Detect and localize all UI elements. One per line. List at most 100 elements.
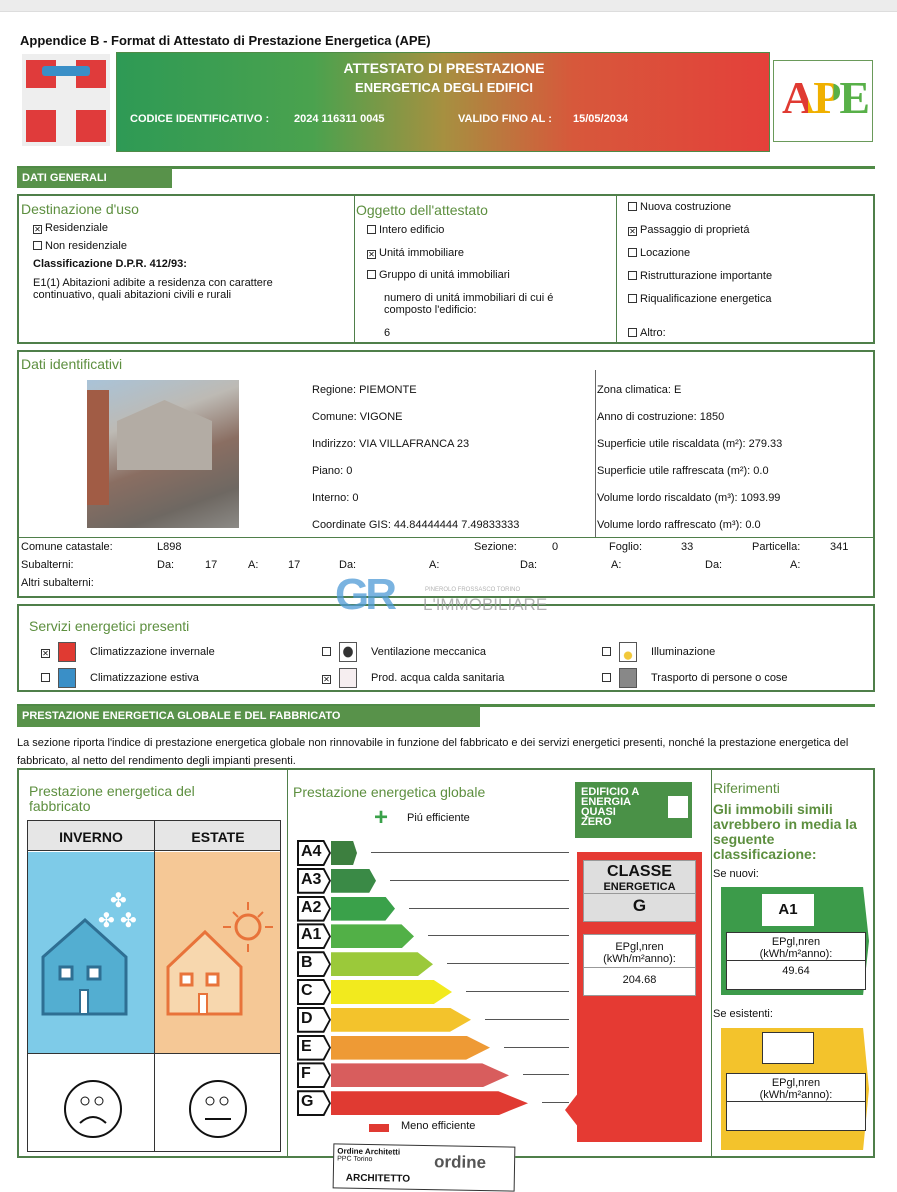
energy-class-line xyxy=(390,879,569,881)
checkbox-unita-immobiliare[interactable]: Unitá immobiliare xyxy=(367,247,464,259)
checkbox-riqualificazione[interactable]: Riqualificazione energetica xyxy=(628,293,771,305)
checkbox-ristrutturazione[interactable]: Ristrutturazione importante xyxy=(628,270,772,282)
checkbox-nuova-costruzione[interactable]: Nuova costruzione xyxy=(628,201,731,213)
energy-class-row-a3: A3 xyxy=(297,867,587,894)
ape-logo: APE xyxy=(773,60,873,142)
numero-unita-value: 6 xyxy=(384,327,391,339)
nzeb-box: EDIFICIO A ENERGIA QUASI ZERO xyxy=(575,782,692,838)
energy-class-label: G xyxy=(299,1092,329,1115)
regione: Regione: PIEMONTE xyxy=(312,384,417,396)
servizio-trasporto: Trasporto di persone o cose xyxy=(602,668,788,688)
servizio-climatizzazione-estiva: Climatizzazione estiva xyxy=(41,668,199,688)
particella-value: 341 xyxy=(830,541,849,553)
energy-class-bar xyxy=(331,1063,509,1088)
checkbox-gruppo-unita[interactable]: Gruppo di unitá immobiliari xyxy=(367,269,510,281)
fabbricato-title: Prestazione energetica del fabbricato xyxy=(29,783,195,814)
sezione-value: 0 xyxy=(552,541,559,553)
energy-class-row-b: B xyxy=(297,951,587,978)
checkbox-locazione[interactable]: Locazione xyxy=(628,247,690,259)
energy-class-row-f: F xyxy=(297,1062,587,1089)
classe-value: G xyxy=(632,896,647,915)
comune-catastale-value: L898 xyxy=(157,541,182,553)
destinazione-title: Destinazione d'uso xyxy=(21,201,139,217)
da-label: Da: xyxy=(705,559,723,571)
classificazione-text: E1(1) Abitazioni adibite a residenza con… xyxy=(33,277,273,301)
divider xyxy=(17,166,875,169)
energy-class-line xyxy=(371,852,569,853)
fabbricato-table: INVERNO ESTATE ✤ ✤ ✤ xyxy=(27,820,281,1152)
energy-class-line xyxy=(447,963,569,965)
classificazione-label: Classificazione D.P.R. 412/93: xyxy=(33,258,187,270)
piemonte-logo xyxy=(22,54,110,146)
piu-efficiente-label: Piú efficiente xyxy=(407,812,470,824)
oggetto-title: Oggetto dell'attestato xyxy=(356,202,488,218)
energy-class-label: F xyxy=(299,1064,329,1087)
energy-class-row-a1: A1 xyxy=(297,923,587,950)
ep-box: EPgl,nren (kWh/m²anno): 204.68 xyxy=(583,934,696,996)
numero-unita-label: numero di unitá immobiliari di cui é com… xyxy=(384,292,554,316)
energy-class-bar xyxy=(331,896,395,921)
radiator-icon xyxy=(58,642,76,662)
energy-class-line xyxy=(542,1102,569,1104)
checkbox-intero-edificio[interactable]: Intero edificio xyxy=(367,224,444,236)
energy-class-label: D xyxy=(299,1008,329,1031)
identificativi-title: Dati identificativi xyxy=(21,356,123,372)
volume-raffrescato: Volume lordo raffrescato (m³): 0.0 xyxy=(597,519,761,531)
esistenti-class xyxy=(762,1032,814,1064)
nuovi-class: A1 xyxy=(762,894,814,926)
plus-icon: + xyxy=(374,804,389,831)
anno-costruzione: Anno di costruzione: 1850 xyxy=(597,411,725,423)
checkbox-non-residenziale[interactable]: Non residenziale xyxy=(33,240,127,252)
energy-class-label: B xyxy=(299,953,329,976)
energy-class-label: A3 xyxy=(299,869,329,892)
energy-class-line xyxy=(428,935,569,937)
lamp-icon xyxy=(619,642,637,662)
energy-class-label: A1 xyxy=(299,925,329,948)
se-nuovi-label: Se nuovi: xyxy=(713,868,759,880)
ape-banner: ATTESTATO DI PRESTAZIONE ENERGETICA DEGL… xyxy=(116,52,770,152)
cold-house-icon: ✤✤ ✤ xyxy=(41,890,137,1016)
checkbox-residenziale[interactable]: Residenziale xyxy=(33,222,108,234)
banner-title: ATTESTATO DI PRESTAZIONE xyxy=(343,60,545,76)
doc-title: Appendice B - Format di Attestato di Pre… xyxy=(20,33,431,48)
servizi-box: Servizi energetici presenti Climatizzazi… xyxy=(17,604,875,692)
scan-top-bar xyxy=(0,0,897,12)
comune: Comune: VIGONE xyxy=(312,411,403,423)
energy-class-line xyxy=(504,1046,569,1048)
elevator-icon xyxy=(619,668,637,688)
altri-subalterni-label: Altri subalterni: xyxy=(21,577,94,589)
a-label: A: xyxy=(429,559,440,571)
meno-efficiente-label: Meno efficiente xyxy=(401,1120,476,1132)
energy-class-label: A4 xyxy=(299,842,329,864)
checkbox-altro[interactable]: Altro: xyxy=(628,327,666,339)
da-label: Da: xyxy=(157,559,175,571)
servizio-acqua-calda: Prod. acqua calda sanitaria xyxy=(322,668,504,688)
da-label: Da: xyxy=(339,559,357,571)
divider xyxy=(17,704,875,707)
energy-class-line xyxy=(485,1018,569,1020)
riferimenti-text: Gli immobili simili avrebbero in media l… xyxy=(713,801,857,862)
energy-class-row-a4: A4 xyxy=(297,840,587,866)
checkbox-passaggio-proprieta[interactable]: Passaggio di proprietá xyxy=(628,224,749,236)
classe-energetica-box: CLASSE ENERGETICA G xyxy=(583,860,696,922)
sub-da-value: 17 xyxy=(205,559,218,571)
energy-class-scale: A4 A3 A2 A1 B C D E F G xyxy=(297,840,587,1120)
esistenti-ep-box: EPgl,nren (kWh/m²anno): xyxy=(726,1073,866,1131)
a-label: A: xyxy=(248,559,259,571)
servizio-ventilazione: Ventilazione meccanica xyxy=(322,642,486,662)
valido-value: 15/05/2034 xyxy=(573,113,629,125)
neutral-face-icon xyxy=(189,1080,247,1138)
energy-class-row-a2: A2 xyxy=(297,895,587,922)
energy-class-row-g: G xyxy=(297,1090,587,1117)
nzeb-checkbox[interactable] xyxy=(668,796,688,818)
hot-water-icon xyxy=(339,668,357,688)
prestazione-intro: La sezione riporta l'indice di prestazio… xyxy=(17,737,849,767)
energy-class-bar xyxy=(331,1091,528,1116)
energy-class-bar xyxy=(331,868,376,893)
hot-house-icon xyxy=(166,902,273,1016)
energy-class-bar xyxy=(331,952,433,977)
energy-class-line xyxy=(523,1074,569,1076)
energy-class-label: E xyxy=(299,1036,329,1059)
air-conditioner-icon xyxy=(58,668,76,688)
codice-label: CODICE IDENTIFICATIVO : xyxy=(130,113,270,125)
